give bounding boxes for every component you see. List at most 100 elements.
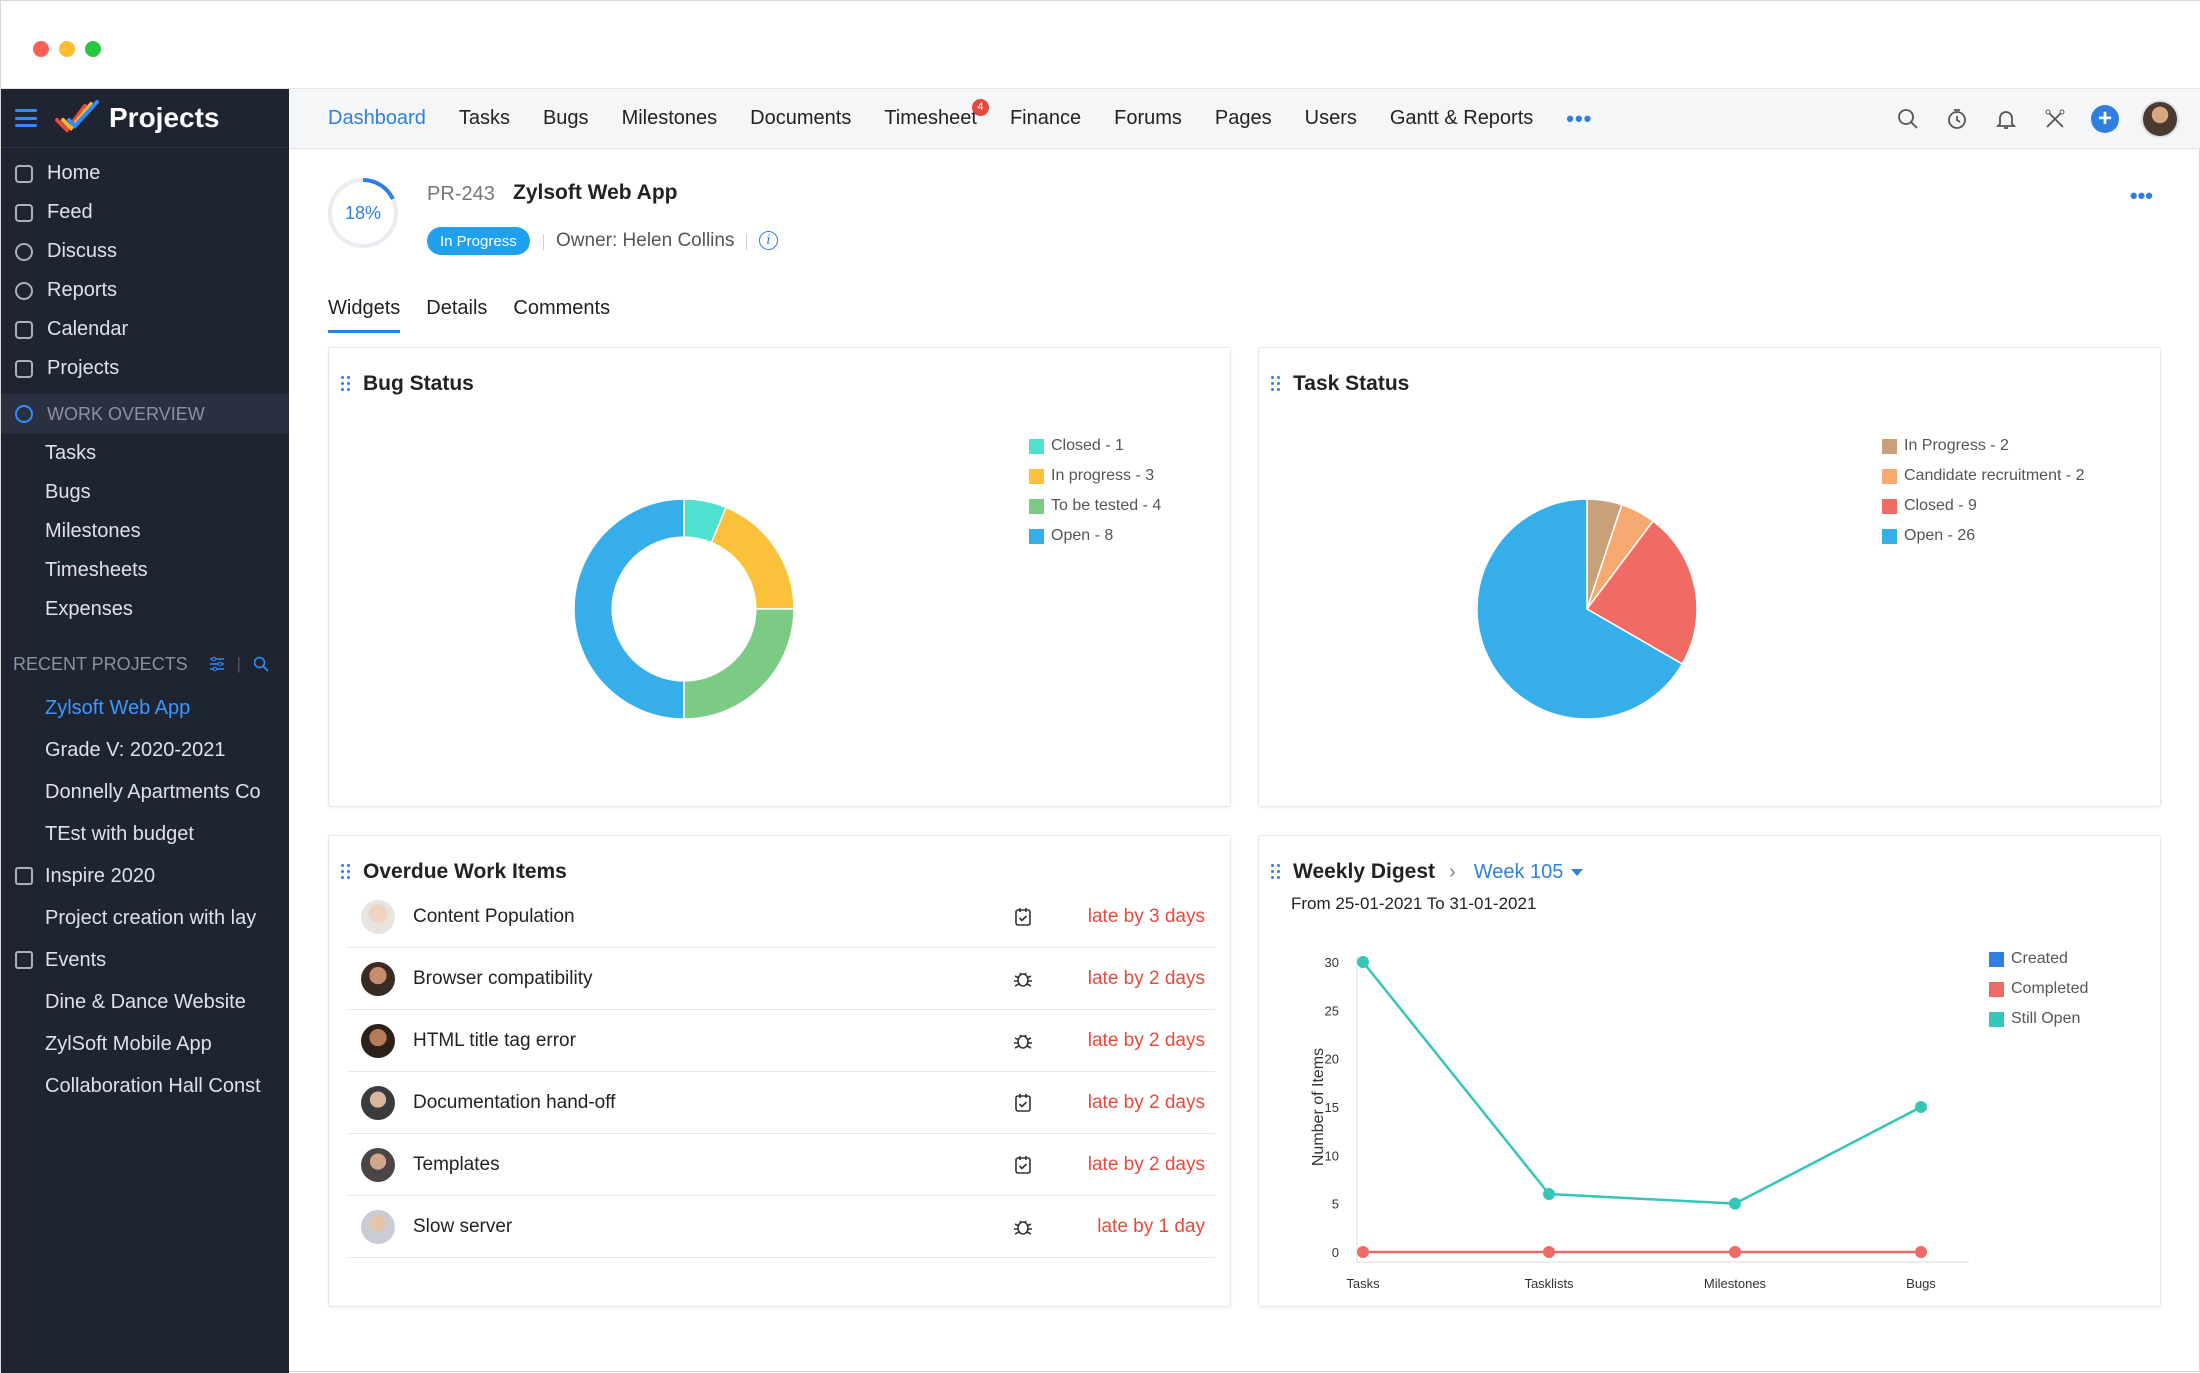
legend-item[interactable]: In progress - 3 xyxy=(1029,461,1161,491)
recent-project-item[interactable]: Donnelly Apartments Co xyxy=(1,771,265,813)
tab-label: Forums xyxy=(1114,107,1182,129)
sidebar-item-timesheets[interactable]: Timesheets xyxy=(45,559,148,581)
tab-users[interactable]: Users xyxy=(1305,89,1357,149)
filter-icon[interactable] xyxy=(209,656,225,672)
tab-dashboard[interactable]: Dashboard xyxy=(328,89,426,149)
pie-slice-closed[interactable] xyxy=(1585,520,1698,666)
overdue-item[interactable]: HTML title tag error late by 2 days xyxy=(347,1010,1215,1072)
drag-handle-icon[interactable] xyxy=(1271,864,1281,880)
recent-project-item[interactable]: ZylSoft Mobile App xyxy=(1,1023,265,1065)
recent-project-item[interactable]: Collaboration Hall Const xyxy=(1,1065,265,1107)
tab-bugs[interactable]: Bugs xyxy=(543,89,589,149)
recent-project-item[interactable]: TEst with budget xyxy=(1,813,265,855)
legend-item[interactable]: Closed - 1 xyxy=(1029,431,1161,461)
tab-documents[interactable]: Documents xyxy=(750,89,851,149)
week-selector[interactable]: Week 105 xyxy=(1473,860,1564,883)
tab-pages[interactable]: Pages xyxy=(1215,89,1272,149)
overdue-item[interactable]: Content Population late by 3 days xyxy=(347,886,1215,948)
search-icon[interactable] xyxy=(253,656,269,672)
recent-project-item[interactable]: Zylsoft Web App xyxy=(1,687,265,729)
plus-icon[interactable]: + xyxy=(2091,105,2119,133)
tab-tasks[interactable]: Tasks xyxy=(459,89,510,149)
legend-item[interactable]: Completed xyxy=(1989,974,2088,1004)
owner-name[interactable]: Helen Collins xyxy=(622,230,735,251)
more-tabs-button[interactable]: ••• xyxy=(1566,105,1593,131)
legend-item[interactable]: Still Open xyxy=(1989,1004,2088,1034)
recent-project-item[interactable]: Project creation with lay xyxy=(1,897,265,939)
legend-item[interactable]: Open - 8 xyxy=(1029,521,1161,551)
drag-handle-icon[interactable] xyxy=(341,376,351,392)
sidebar-item-projects[interactable]: Projects xyxy=(1,349,289,388)
overdue-item[interactable]: Documentation hand-off late by 2 days xyxy=(347,1072,1215,1134)
tab-gantt-reports[interactable]: Gantt & Reports xyxy=(1390,89,1533,149)
data-point[interactable] xyxy=(1357,956,1369,968)
data-point[interactable] xyxy=(1543,1188,1555,1200)
data-point[interactable] xyxy=(1357,1246,1369,1258)
caret-down-icon[interactable] xyxy=(1571,868,1584,876)
legend-item[interactable]: Closed - 9 xyxy=(1882,491,2085,521)
tab-details[interactable]: Details xyxy=(426,297,488,319)
sidebar-item-discuss[interactable]: Discuss xyxy=(1,232,289,271)
legend-item[interactable]: Candidate recruitment - 2 xyxy=(1882,461,2085,491)
bell-icon[interactable] xyxy=(1993,106,2019,132)
work-overview-header[interactable]: WORK OVERVIEW xyxy=(1,394,289,434)
weekly-digest-legend: Created Completed Still Open xyxy=(1989,944,2088,1034)
sidebar-item-tasks[interactable]: Tasks xyxy=(45,442,97,464)
menu-icon[interactable] xyxy=(15,109,37,127)
overdue-item-label[interactable]: Content Population xyxy=(413,905,575,927)
overdue-item-label[interactable]: Documentation hand-off xyxy=(413,1091,616,1113)
data-point[interactable] xyxy=(1729,1197,1741,1210)
recent-project-item[interactable]: Inspire 2020 xyxy=(1,855,265,897)
pie-slice-open[interactable] xyxy=(1476,498,1684,720)
overdue-item[interactable]: Slow server late by 1 day xyxy=(347,1196,1215,1258)
sidebar-item-bugs[interactable]: Bugs xyxy=(45,481,91,503)
search-icon[interactable] xyxy=(1895,106,1921,132)
tab-forums[interactable]: Forums xyxy=(1114,89,1182,149)
legend-item[interactable]: In Progress - 2 xyxy=(1882,431,2085,461)
overdue-item-label[interactable]: Browser compatibility xyxy=(413,967,593,989)
overdue-item[interactable]: Templates late by 2 days xyxy=(347,1134,1215,1196)
legend-item[interactable]: To be tested - 4 xyxy=(1029,491,1161,521)
status-badge[interactable]: In Progress xyxy=(427,227,530,255)
series-line-still-open[interactable] xyxy=(1362,961,1922,1205)
maximize-window-button[interactable] xyxy=(85,41,101,57)
sidebar-item-home[interactable]: Home xyxy=(1,154,289,193)
drag-handle-icon[interactable] xyxy=(341,864,351,880)
recent-projects-header: RECENT PROJECTS | xyxy=(1,641,289,687)
overdue-item-label[interactable]: Templates xyxy=(413,1153,500,1175)
drag-handle-icon[interactable] xyxy=(1271,376,1281,392)
recent-project-item[interactable]: Dine & Dance Website xyxy=(1,981,265,1023)
date-range: From 25-01-2021 To 31-01-2021 xyxy=(1291,894,1537,913)
recent-project-item[interactable]: Grade V: 2020-2021 xyxy=(1,729,265,771)
info-icon[interactable]: i xyxy=(759,231,778,250)
tab-milestones[interactable]: Milestones xyxy=(622,89,718,149)
tab-comments[interactable]: Comments xyxy=(513,297,611,319)
tab-timesheet[interactable]: Timesheet 4 xyxy=(884,89,989,149)
tab-finance[interactable]: Finance xyxy=(1010,89,1081,149)
sidebar-item-reports[interactable]: Reports xyxy=(1,271,289,310)
sidebar-item-feed[interactable]: Feed xyxy=(1,193,289,232)
project-more-button[interactable]: ••• xyxy=(2129,183,2153,208)
recent-project-item[interactable]: Events xyxy=(1,939,265,981)
sidebar-item-milestones[interactable]: Milestones xyxy=(45,520,141,542)
overdue-item-label[interactable]: Slow server xyxy=(413,1215,513,1237)
minimize-window-button[interactable] xyxy=(59,41,75,57)
tab-widgets[interactable]: Widgets xyxy=(328,297,401,333)
data-point[interactable] xyxy=(1543,1246,1555,1258)
timer-icon[interactable] xyxy=(1944,106,1970,132)
legend-item[interactable]: Open - 26 xyxy=(1882,521,2085,551)
legend-swatch xyxy=(1882,528,1897,544)
close-window-button[interactable] xyxy=(33,41,49,57)
legend-item[interactable]: Created xyxy=(1989,944,2088,974)
sidebar-item-expenses[interactable]: Expenses xyxy=(45,598,133,620)
overdue-item[interactable]: Browser compatibility late by 2 days xyxy=(347,948,1215,1010)
sidebar-item-calendar[interactable]: Calendar xyxy=(1,310,289,349)
tools-icon[interactable] xyxy=(2042,106,2068,132)
data-point[interactable] xyxy=(1729,1246,1741,1258)
data-point[interactable] xyxy=(1915,1101,1927,1113)
user-avatar[interactable] xyxy=(2141,100,2179,138)
overdue-item-label[interactable]: HTML title tag error xyxy=(413,1029,576,1051)
widget-title: Bug Status xyxy=(363,372,474,395)
chevron-right-icon[interactable]: › xyxy=(1449,860,1456,883)
data-point[interactable] xyxy=(1915,1246,1927,1258)
